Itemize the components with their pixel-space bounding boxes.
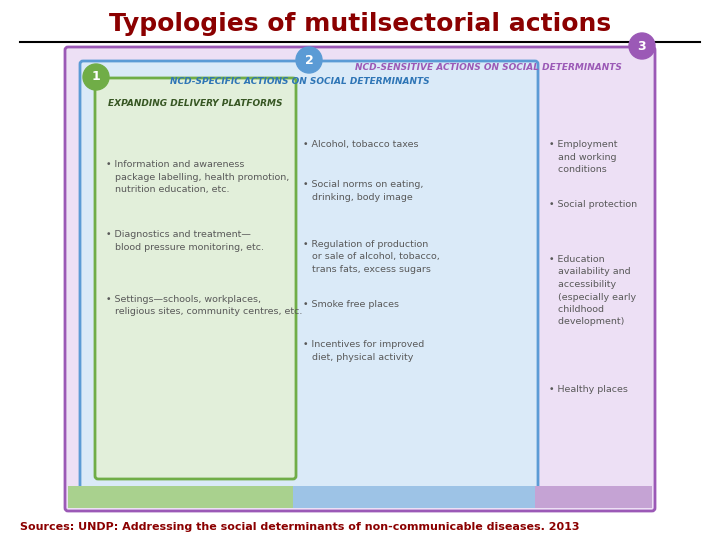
Text: • Information and awareness
   package labelling, health promotion,
   nutrition: • Information and awareness package labe…: [106, 160, 289, 194]
Text: • Diagnostics and treatment—
   blood pressure monitoring, etc.: • Diagnostics and treatment— blood press…: [106, 230, 264, 252]
Text: • Social protection: • Social protection: [549, 200, 637, 209]
Circle shape: [296, 47, 322, 73]
Text: NCD-SPECIFIC ACTIONS ON SOCIAL DETERMINANTS: NCD-SPECIFIC ACTIONS ON SOCIAL DETERMINA…: [170, 78, 430, 86]
Text: 3: 3: [638, 39, 647, 52]
Text: Sources: UNDP: Addressing the social determinants of non-communicable diseases. : Sources: UNDP: Addressing the social det…: [20, 522, 580, 532]
Bar: [68, 486, 293, 508]
Text: • Regulation of production
   or sale of alcohol, tobacco,
   trans fats, excess: • Regulation of production or sale of al…: [303, 240, 440, 274]
Text: NCD-SENSITIVE ACTIONS ON SOCIAL DETERMINANTS: NCD-SENSITIVE ACTIONS ON SOCIAL DETERMIN…: [355, 64, 622, 72]
Bar: [293, 486, 535, 508]
Text: • Social norms on eating,
   drinking, body image: • Social norms on eating, drinking, body…: [303, 180, 423, 201]
FancyBboxPatch shape: [65, 47, 655, 511]
Text: Typologies of mutilsectorial actions: Typologies of mutilsectorial actions: [109, 12, 611, 36]
Text: • Healthy places: • Healthy places: [549, 385, 628, 394]
FancyBboxPatch shape: [95, 78, 296, 479]
Text: • Education
   availability and
   accessibility
   (especially early
   childho: • Education availability and accessibili…: [549, 255, 636, 327]
Text: 2: 2: [305, 53, 313, 66]
Text: • Smoke free places: • Smoke free places: [303, 300, 399, 309]
Bar: [535, 486, 652, 508]
Text: • Settings—schools, workplaces,
   religious sites, community centres, etc.: • Settings—schools, workplaces, religiou…: [106, 295, 302, 316]
FancyBboxPatch shape: [80, 61, 538, 495]
Text: • Alcohol, tobacco taxes: • Alcohol, tobacco taxes: [303, 140, 418, 149]
Text: EXPANDING DELIVERY PLATFORMS: EXPANDING DELIVERY PLATFORMS: [108, 98, 283, 107]
Text: • Incentives for improved
   diet, physical activity: • Incentives for improved diet, physical…: [303, 340, 424, 361]
Circle shape: [629, 33, 655, 59]
Text: 1: 1: [91, 71, 100, 84]
Text: • Employment
   and working
   conditions: • Employment and working conditions: [549, 140, 618, 174]
Circle shape: [83, 64, 109, 90]
